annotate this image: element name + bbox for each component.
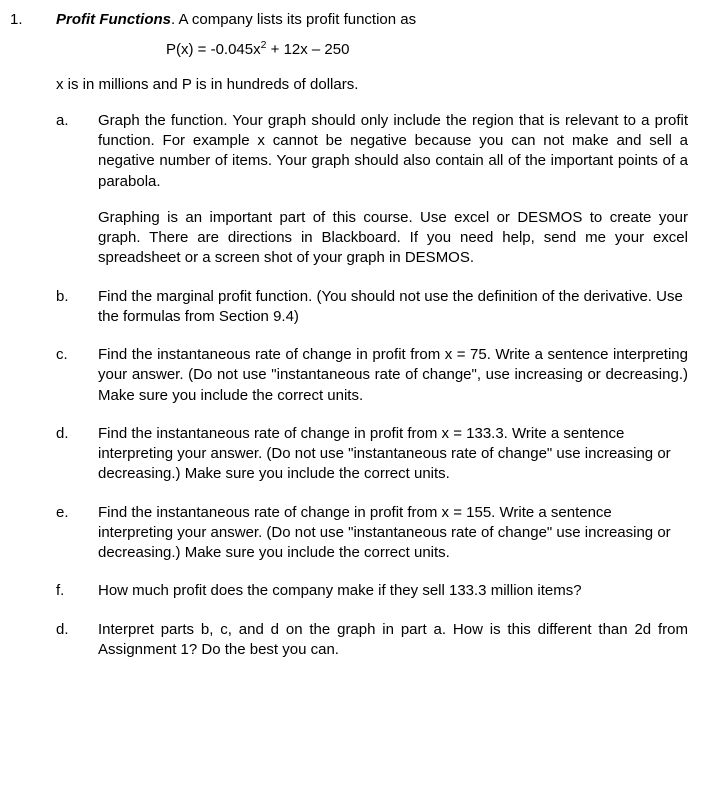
subpart: f. How much profit does the company make … bbox=[56, 581, 688, 601]
equation: P(x) = -0.045x2 + 12x – 250 bbox=[56, 40, 688, 60]
subpart-text: How much profit does the company make if… bbox=[98, 581, 688, 601]
subpart: a. Graph the function. Your graph should … bbox=[56, 111, 688, 269]
subpart-text: Find the marginal profit function. (You … bbox=[98, 287, 688, 328]
subpart-letter: d. bbox=[56, 620, 72, 661]
problem-container: 1. Profit Functions. A company lists its… bbox=[10, 10, 688, 678]
intro-text: x is in millions and P is in hundreds of… bbox=[56, 75, 688, 95]
paragraph: Find the instantaneous rate of change in… bbox=[98, 503, 688, 564]
subpart-text: Graph the function. Your graph should on… bbox=[98, 111, 688, 269]
subpart-text: Find the instantaneous rate of change in… bbox=[98, 424, 688, 485]
subpart-letter: a. bbox=[56, 111, 72, 269]
title-suffix: . A company lists its profit function as bbox=[171, 11, 416, 28]
paragraph: Interpret parts b, c, and d on the graph… bbox=[98, 620, 688, 661]
problem-number: 1. bbox=[10, 10, 28, 678]
paragraph: Find the instantaneous rate of change in… bbox=[98, 424, 688, 485]
paragraph: Find the marginal profit function. (You … bbox=[98, 287, 688, 328]
subpart: c. Find the instantaneous rate of change … bbox=[56, 345, 688, 406]
paragraph: Graphing is an important part of this co… bbox=[98, 208, 688, 269]
subpart-text: Find the instantaneous rate of change in… bbox=[98, 345, 688, 406]
paragraph: Graph the function. Your graph should on… bbox=[98, 111, 688, 192]
subpart-text: Interpret parts b, c, and d on the graph… bbox=[98, 620, 688, 661]
paragraph: Find the instantaneous rate of change in… bbox=[98, 345, 688, 406]
paragraph: How much profit does the company make if… bbox=[98, 581, 688, 601]
title-line: Profit Functions. A company lists its pr… bbox=[56, 10, 688, 30]
subpart-letter: c. bbox=[56, 345, 72, 406]
subpart: e. Find the instantaneous rate of change … bbox=[56, 503, 688, 564]
subpart-letter: d. bbox=[56, 424, 72, 485]
subpart: d. Interpret parts b, c, and d on the gra… bbox=[56, 620, 688, 661]
problem-body: Profit Functions. A company lists its pr… bbox=[56, 10, 688, 678]
subpart-text: Find the instantaneous rate of change in… bbox=[98, 503, 688, 564]
problem-title: Profit Functions bbox=[56, 11, 171, 28]
subpart: d. Find the instantaneous rate of change … bbox=[56, 424, 688, 485]
subpart-letter: e. bbox=[56, 503, 72, 564]
subparts-list: a. Graph the function. Your graph should … bbox=[56, 111, 688, 660]
subpart: b. Find the marginal profit function. (Yo… bbox=[56, 287, 688, 328]
subpart-letter: f. bbox=[56, 581, 72, 601]
subpart-letter: b. bbox=[56, 287, 72, 328]
